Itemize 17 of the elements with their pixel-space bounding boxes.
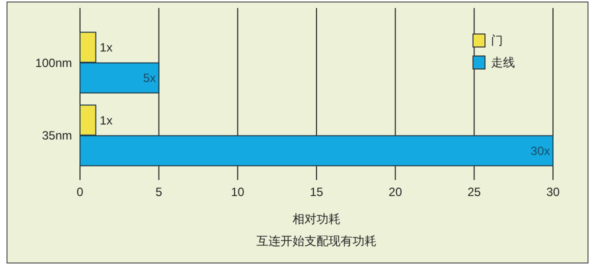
data-label: 30x [530, 144, 550, 158]
text: 互连开始支配现有功耗 [256, 234, 376, 248]
data-label: 1x [100, 40, 112, 54]
x-tick-label: 5 [155, 185, 162, 200]
y-tick-label: 35nm [42, 128, 72, 143]
data-label: 1x [100, 113, 112, 128]
x-tick-label: 0 [76, 185, 84, 200]
legend-label: 走线 [491, 56, 515, 70]
data-label: 5x [143, 71, 156, 86]
y-tick-label: 100nm [35, 56, 72, 70]
x-tick-label: 30 [546, 185, 560, 200]
x-tick-label: 10 [230, 185, 245, 200]
x-tick-label: 25 [467, 185, 482, 200]
x-tick-label: 20 [388, 185, 402, 200]
legend-label: 门 [491, 34, 503, 48]
x-axis-title: 相对功耗 [292, 212, 340, 226]
x-tick-label: 15 [310, 185, 324, 200]
